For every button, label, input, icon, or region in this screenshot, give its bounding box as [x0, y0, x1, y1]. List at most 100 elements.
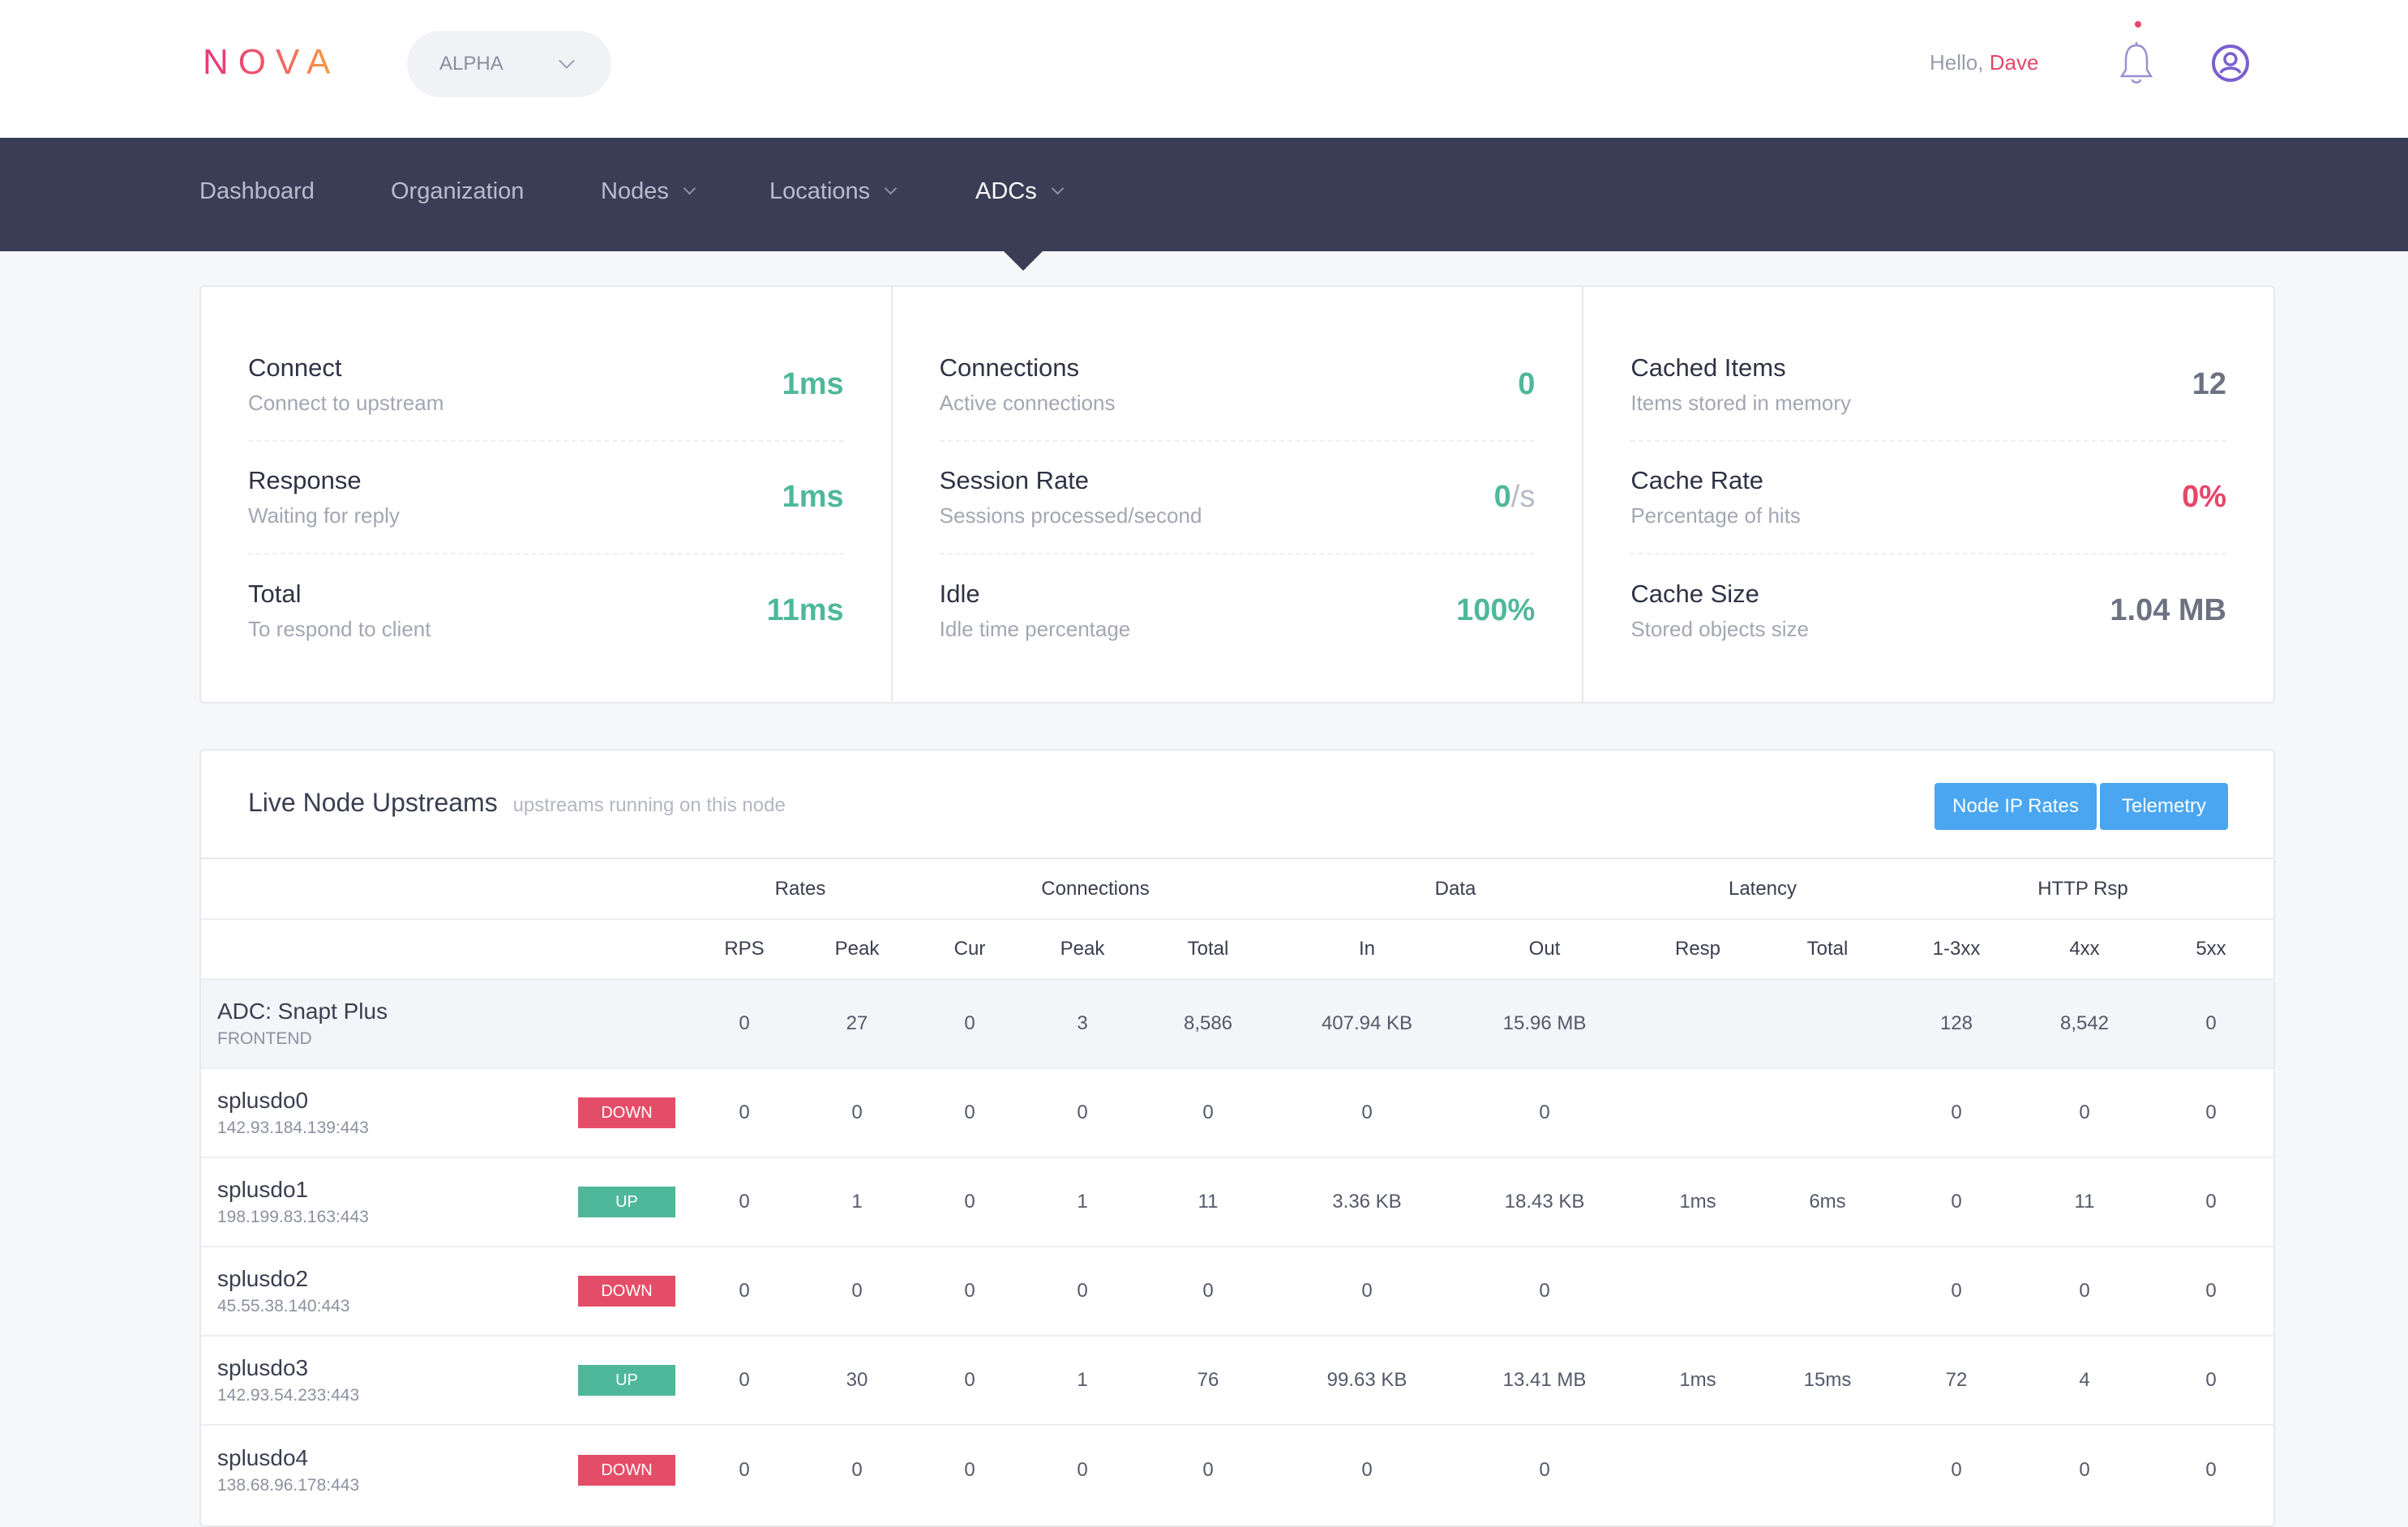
- group-header-http-rsp: HTTP Rsp: [1892, 859, 2273, 920]
- table-cell: 8,586: [1183, 1012, 1233, 1034]
- active-nav-pointer: [1002, 250, 1044, 271]
- column-header: Total: [1806, 938, 1849, 960]
- stat-unit: /s: [1510, 480, 1536, 514]
- chevron-down-icon: [559, 53, 575, 69]
- node-ip-rates-button[interactable]: Node IP Rates: [1935, 783, 2097, 830]
- stat-value: 11ms: [766, 593, 844, 627]
- nav-nodes[interactable]: Nodes: [601, 178, 696, 205]
- table-row[interactable]: splusdo4 138.68.96.178:443 DOWN 0 0 0 0 0 0 0 0 0 0: [201, 1425, 2273, 1514]
- upstream-name[interactable]: ADC: Snapt Plus: [217, 999, 388, 1024]
- upstream-name-cell: splusdo3 142.93.54.233:443: [201, 1336, 566, 1425]
- stat-title: Cache Size: [1630, 580, 1759, 608]
- bell-icon[interactable]: [2119, 41, 2154, 89]
- stats-card: Connect Connect to upstream 1ms Response…: [199, 285, 2275, 704]
- table-cell: 0: [964, 1280, 975, 1302]
- stat-value: 1.04 MB: [2110, 593, 2227, 627]
- nav-locations[interactable]: Locations: [769, 178, 898, 205]
- stat-subtitle: Items stored in memory: [1630, 391, 1851, 415]
- table-cell: 0: [1361, 1458, 1373, 1481]
- table-cell: [1633, 1247, 1763, 1336]
- table-cell: 0: [739, 1191, 750, 1213]
- column-header: Total: [1187, 938, 1229, 960]
- table-cell: 0: [964, 1458, 975, 1481]
- column-header: Peak: [834, 938, 880, 960]
- upstream-name[interactable]: splusdo2: [217, 1266, 309, 1291]
- status-cell: DOWN: [566, 1247, 688, 1336]
- stat-response: Response Waiting for reply 1ms: [248, 442, 844, 554]
- status-badge: UP: [578, 1365, 675, 1396]
- nav-adcs[interactable]: ADCs: [975, 178, 1065, 205]
- frontend-row[interactable]: ADC: Snapt Plus FRONTEND 0 27 0 3 8,586 407.94 …: [201, 979, 2273, 1068]
- table-cell: 6ms: [1809, 1191, 1846, 1213]
- table-cell: 1: [1077, 1191, 1088, 1213]
- table-cell: 18.43 KB: [1504, 1191, 1585, 1213]
- upstreams-title: Live Node Upstreams: [248, 788, 498, 817]
- column-header: Cur: [953, 938, 986, 960]
- table-cell: 0: [2079, 1280, 2090, 1302]
- status-cell: UP: [566, 1157, 688, 1247]
- upstream-name[interactable]: splusdo4: [217, 1444, 309, 1470]
- table-cell: [1633, 1425, 1763, 1514]
- table-row[interactable]: splusdo0 142.93.184.139:443 DOWN 0 0 0 0 0 0 0 0 0 0: [201, 1068, 2273, 1157]
- upstream-name[interactable]: splusdo3: [217, 1355, 309, 1380]
- upstream-name[interactable]: splusdo0: [217, 1088, 309, 1113]
- column-header: 1-3xx: [1932, 938, 1981, 960]
- table-cell: 0: [739, 1280, 750, 1302]
- status-cell: [566, 979, 688, 1068]
- org-select[interactable]: ALPHA: [407, 31, 611, 97]
- column-header-blank: [201, 919, 566, 979]
- upstream-name[interactable]: splusdo1: [217, 1177, 309, 1202]
- greeting-text: Hello,: [1930, 50, 1984, 75]
- upstream-name-cell: splusdo1 198.199.83.163:443: [201, 1157, 566, 1247]
- nova-logo[interactable]: NOVA: [203, 42, 341, 82]
- table-cell: 0: [2205, 1101, 2217, 1123]
- nav-label: Organization: [391, 178, 525, 204]
- upstreams-title-block: Live Node Upstreams upstreams running on…: [248, 788, 786, 818]
- stat-subtitle: Connect to upstream: [248, 391, 444, 415]
- stat-value: 12: [2192, 367, 2227, 401]
- table-cell: 15ms: [1803, 1369, 1852, 1391]
- stat-idle: Idle Idle time percentage 100%: [940, 554, 1536, 667]
- stat-connect: Connect Connect to upstream 1ms: [248, 329, 844, 442]
- table-cell: 99.63 KB: [1326, 1369, 1408, 1391]
- stat-subtitle: Stored objects size: [1630, 617, 1810, 641]
- user-name[interactable]: Dave: [1989, 50, 2039, 75]
- table-cell: 8,542: [2059, 1012, 2110, 1034]
- table-row[interactable]: splusdo1 198.199.83.163:443 UP 0 1 0 1 11 3.36 K…: [201, 1157, 2273, 1247]
- stat-title: Session Rate: [939, 466, 1090, 494]
- table-cell: 0: [2205, 1191, 2217, 1213]
- upstreams-subtitle: upstreams running on this node: [512, 794, 786, 816]
- table-cell: 0: [1202, 1458, 1214, 1481]
- table-cell: 0: [1077, 1280, 1088, 1302]
- stat-subtitle: Idle time percentage: [939, 617, 1131, 641]
- table-cell: 0: [1361, 1280, 1373, 1302]
- table-cell: [1633, 979, 1763, 1068]
- stat-title: Connect: [248, 353, 342, 382]
- column-header: RPS: [724, 938, 765, 960]
- upstreams-card: Live Node Upstreams upstreams running on…: [199, 749, 2275, 1527]
- user-circle-icon[interactable]: [2210, 43, 2251, 83]
- table-row[interactable]: splusdo3 142.93.54.233:443 UP 0 30 0 1 76 99.63 …: [201, 1336, 2273, 1425]
- stat-cached-items: Cached Items Items stored in memory 12: [1630, 329, 2227, 442]
- table-cell: 0: [2205, 1369, 2217, 1391]
- upstream-address: 45.55.38.140:443: [217, 1297, 350, 1315]
- table-cell: 15.96 MB: [1502, 1012, 1587, 1034]
- nav-label: Nodes: [601, 178, 669, 204]
- table-cell: 1: [1077, 1369, 1088, 1391]
- column-header: Resp: [1674, 938, 1721, 960]
- nav-organization[interactable]: Organization: [391, 178, 524, 205]
- table-cell: [1763, 979, 1892, 1068]
- upstream-name-cell: splusdo2 45.55.38.140:443: [201, 1247, 566, 1336]
- upstreams-table: Rates Connections Data Latency HTTP Rsp …: [201, 859, 2273, 1514]
- column-header: Peak: [1060, 938, 1105, 960]
- telemetry-button[interactable]: Telemetry: [2100, 783, 2228, 830]
- group-header-row: Rates Connections Data Latency HTTP Rsp: [201, 859, 2273, 920]
- column-header: Out: [1528, 938, 1561, 960]
- table-row[interactable]: splusdo2 45.55.38.140:443 DOWN 0 0 0 0 0 0 0 0 0 0: [201, 1247, 2273, 1336]
- table-cell: 4: [2079, 1369, 2090, 1391]
- nav-dashboard[interactable]: Dashboard: [199, 178, 315, 205]
- column-header-blank: [566, 919, 688, 979]
- upstreams-header: Live Node Upstreams upstreams running on…: [201, 751, 2273, 859]
- table-cell: 1: [851, 1191, 863, 1213]
- stat-cache-rate: Cache Rate Percentage of hits 0%: [1630, 442, 2227, 554]
